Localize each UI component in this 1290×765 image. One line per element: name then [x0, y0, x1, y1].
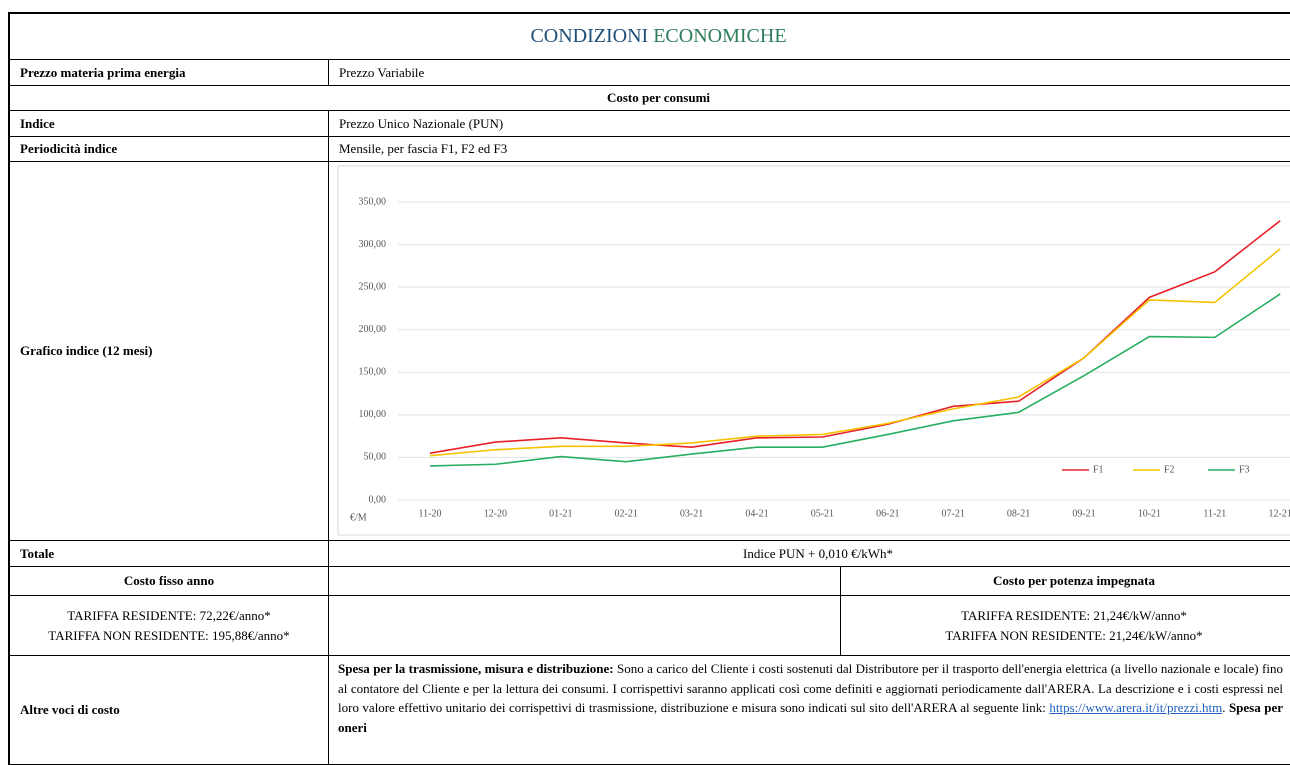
x-tick-label: 11-20	[419, 508, 442, 519]
y-tick-label: 100,00	[359, 409, 387, 420]
chart-frame	[337, 165, 1290, 536]
x-tick-label: 01-21	[549, 508, 572, 519]
series-line	[429, 293, 1281, 467]
tariff-line: TARIFFA NON RESIDENTE: 21,24€/kW/anno*	[945, 627, 1203, 643]
y-tick-label: 300,00	[359, 239, 387, 250]
x-tick-label: 06-21	[876, 508, 899, 519]
legend-label: F2	[1164, 464, 1175, 475]
legend-label: F1	[1093, 464, 1104, 475]
link[interactable]: https://www.arera.it/it/prezzi.htm	[1049, 700, 1223, 715]
y-tick-label: 0,00	[369, 494, 387, 505]
text-run: Spesa per oneri	[338, 700, 1284, 735]
x-tick-label: 12-21	[1269, 508, 1290, 519]
text-run: Spesa per la trasmissione, misura e dist…	[338, 661, 614, 676]
y-tick-label: 50,00	[364, 452, 387, 463]
tariff-line: TARIFFA NON RESIDENTE: 195,88€/anno*	[48, 627, 290, 643]
x-tick-label: 07-21	[942, 508, 965, 519]
x-tick-label: 03-21	[680, 508, 703, 519]
x-tick-label: 02-21	[615, 508, 638, 519]
x-tick-label: 08-21	[1007, 508, 1030, 519]
x-tick-label: 11-21	[1203, 508, 1226, 519]
title-part: CONDIZIONI	[530, 25, 649, 47]
y-tick-label: 150,00	[359, 367, 387, 378]
paragraph: Spesa per la trasmissione, misura e dist…	[338, 659, 1283, 737]
x-tick-label: 05-21	[811, 508, 834, 519]
text-run: .	[1222, 700, 1229, 715]
x-tick-label: 09-21	[1072, 508, 1095, 519]
y-tick-label: 200,00	[359, 324, 387, 335]
x-tick-label: 10-21	[1138, 508, 1161, 519]
text-run: Sono a carico del Cliente i costi sosten…	[338, 661, 1283, 715]
tariff-line: TARIFFA RESIDENTE: 72,22€/anno*	[67, 607, 271, 623]
legend-label: F3	[1239, 464, 1250, 475]
x-tick-label: 04-21	[745, 508, 768, 519]
series-line	[429, 248, 1281, 457]
y-unit-label: €/M	[350, 512, 367, 523]
tariff-cell: TARIFFA RESIDENTE: 72,22€/anno* TARIFFA …	[8, 595, 329, 656]
tariff-line: TARIFFA RESIDENTE: 21,24€/kW/anno*	[961, 607, 1187, 623]
series-line	[429, 220, 1281, 454]
title-part: ECONOMICHE	[653, 25, 787, 47]
y-tick-label: 350,00	[359, 196, 387, 207]
y-tick-label: 250,00	[359, 281, 387, 292]
x-tick-label: 12-20	[484, 508, 507, 519]
